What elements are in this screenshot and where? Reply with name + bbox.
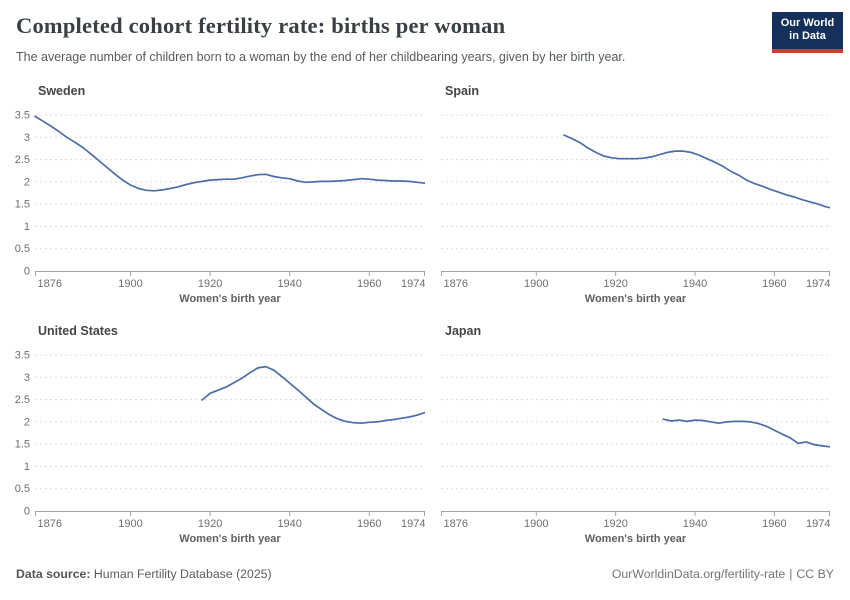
x-tick-label: 1940 [277,518,301,530]
y-tick-label: 1.5 [15,199,30,211]
attribution-note: OurWorldinData.org/fertility-rate | CC BY [612,567,834,581]
owid-logo-line2: in Data [789,30,826,42]
x-tick-label: 1974 [806,278,830,290]
y-tick-label: 1 [24,461,30,473]
y-tick-label: 2 [24,176,30,188]
y-tick-label: 0 [24,266,30,278]
x-tick-label: 1940 [277,278,301,290]
x-tick-label: 1940 [683,518,707,530]
x-tick-label: 1876 [38,518,62,530]
owid-logo[interactable]: Our World in Data [772,12,843,53]
chart-footer: Data source: Human Fertility Database (2… [16,567,834,581]
chart-united-states[interactable]: 0 0.5 1 1.5 2 2.5 3 3.5 1876 1900 1920 1940 1960 1974 [0,342,425,532]
x-tick-label: 1920 [198,278,222,290]
panel-title-united-states: United States [38,324,118,338]
y-tick-label: 1 [24,221,30,233]
chart-spain[interactable]: 1876 1900 1920 1940 1960 1974 [441,102,830,292]
x-tick-label: 1974 [401,278,425,290]
x-tick-label: 1960 [357,278,381,290]
panel-united-states: United States 0 0.5 1 1.5 2 2.5 3 3.5 1876 1900 19… [0,324,425,545]
chart-japan[interactable]: 1876 1900 1920 1940 1960 1974 [441,342,830,532]
footer-divider: | [789,567,793,581]
y-tick-label: 0 [24,506,30,518]
x-tick-label: 1900 [118,278,142,290]
x-axis-label: Women's birth year [179,533,281,545]
x-tick-label: 1920 [603,278,627,290]
x-axis-label: Women's birth year [584,293,687,305]
chart-subtitle: The average number of children born to a… [16,50,626,64]
y-tick-label: 2.5 [15,394,30,406]
owid-logo-line1: Our World [780,17,835,29]
x-tick-label: 1920 [198,518,222,530]
x-tick-label: 1876 [444,518,468,530]
x-tick-label: 1900 [118,518,142,530]
x-tick-label: 1920 [603,518,627,530]
data-source-note: Data source: Human Fertility Database (2… [16,567,272,581]
page-title: Completed cohort fertility rate: births … [16,13,506,38]
line-spain[interactable] [563,134,830,209]
panel-title-japan: Japan [445,324,482,338]
x-tick-label: 1876 [38,278,62,290]
panel-title-spain: Spain [445,84,480,98]
x-tick-label: 1900 [524,278,548,290]
x-tick-label: 1940 [683,278,707,290]
owid-url-link[interactable]: OurWorldinData.org/fertility-rate [611,567,786,581]
data-source-value: Human Fertility Database (2025) [93,567,272,581]
data-source-label: Data source: [16,567,91,581]
y-tick-label: 2 [24,416,30,428]
line-japan[interactable] [662,418,830,448]
x-axis-label: Women's birth year [179,293,281,305]
y-tick-label: 0.5 [15,243,30,255]
y-tick-label: 1.5 [15,439,30,451]
y-tick-label: 2.5 [15,154,30,166]
x-tick-label: 1960 [762,278,786,290]
line-sweden[interactable] [34,115,425,192]
y-tick-label: 3.5 [15,350,30,362]
panel-title-sweden: Sweden [38,84,86,98]
x-tick-label: 1960 [762,518,786,530]
chart-sweden[interactable]: 0 0.5 1 1.5 2 2.5 3 3.5 1876 1900 1920 1940 1960 1974 [0,102,425,292]
y-tick-label: 3 [24,372,30,384]
x-tick-label: 1876 [444,278,468,290]
y-tick-label: 3 [24,132,30,144]
x-tick-label: 1974 [806,518,830,530]
panel-sweden: Sweden 0 0.5 1 1.5 2 2.5 3 3.5 1876 1900 1920 1940 1… [0,84,425,305]
y-tick-label: 0.5 [15,483,30,495]
x-tick-label: 1900 [524,518,548,530]
x-tick-label: 1960 [357,518,381,530]
y-tick-label: 3.5 [15,110,30,122]
x-tick-label: 1974 [401,518,425,530]
line-united-states[interactable] [201,365,425,425]
panel-japan: Japan 1876 1900 1920 1940 1960 1974 Women's b… [441,324,830,545]
x-axis-label: Women's birth year [584,533,687,545]
panel-spain: Spain 1876 1900 1920 1940 1960 1974 Women's b… [441,84,830,305]
license-label: CC BY [796,567,834,581]
